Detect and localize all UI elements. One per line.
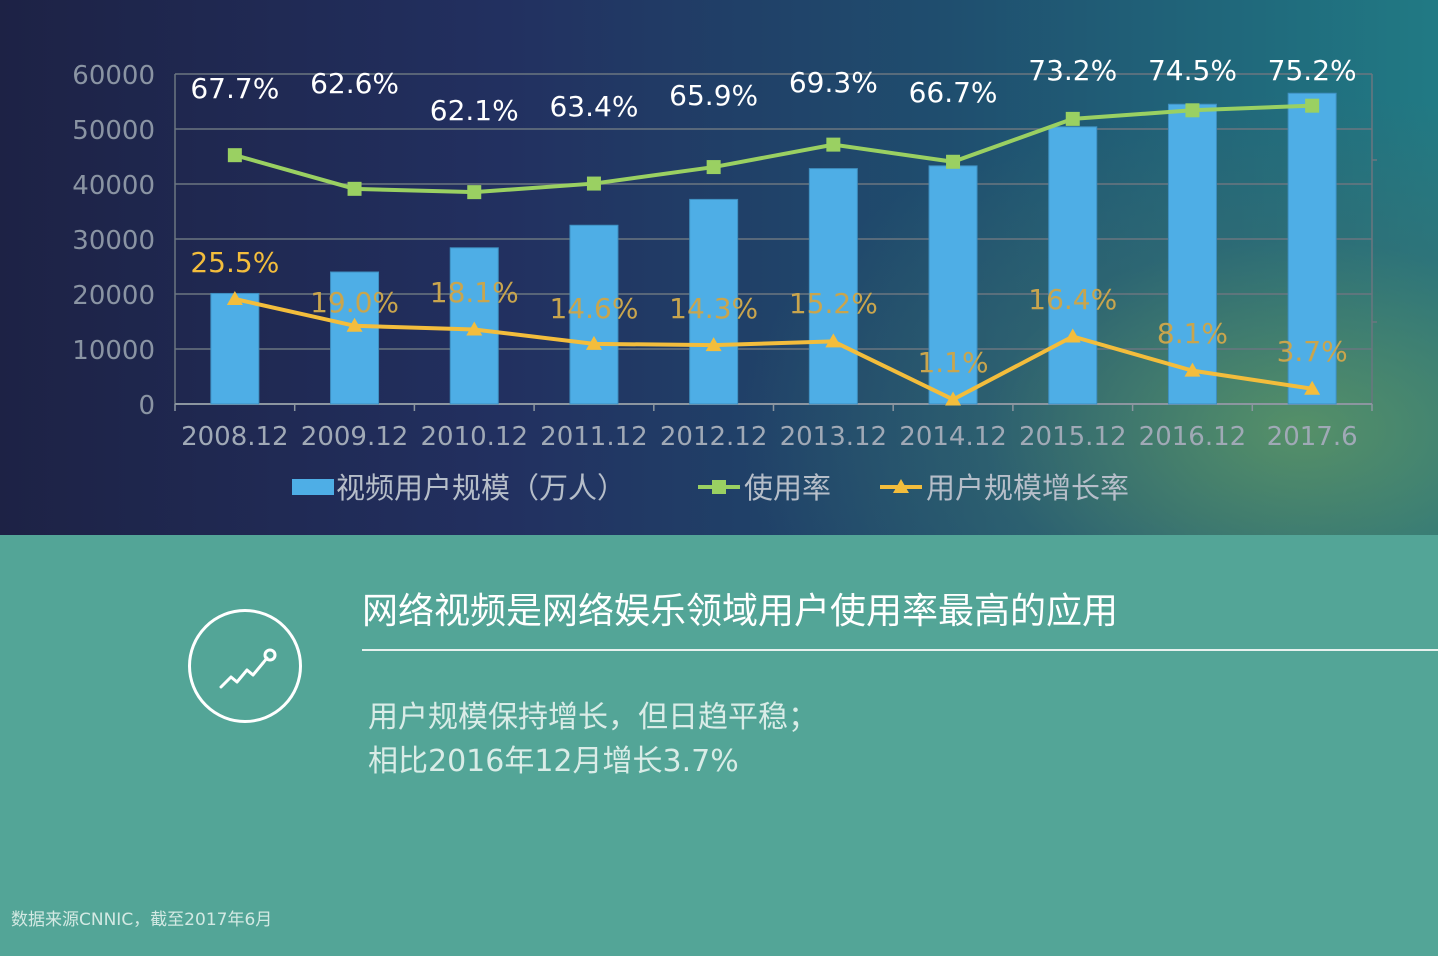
growth-rate-label: 16.4%: [1028, 283, 1117, 316]
legend-label: 用户规模增长率: [926, 471, 1129, 505]
growth-rate-label: 15.2%: [789, 287, 878, 320]
growth-rate-label: 14.3%: [669, 292, 758, 325]
growth-rate-point: [346, 317, 363, 332]
y-tick-label: 30000: [72, 226, 155, 256]
growth-rate-point: [1304, 380, 1321, 395]
growth-rate-label: 14.6%: [549, 292, 638, 325]
growth-rate-point: [825, 333, 842, 348]
trend-chart-icon: [188, 609, 302, 723]
usage-rate-point: [347, 181, 362, 196]
description-line-1: 用户规模保持增长，但日趋平稳；: [368, 700, 818, 735]
usage-rate-point: [227, 148, 242, 163]
usage-rate-label: 69.3%: [789, 66, 878, 99]
legend-label: 使用率: [744, 471, 831, 505]
info-panel: [0, 535, 1438, 956]
description: 用户规模保持增长，但日趋平稳； 相比2016年12月增长3.7%: [368, 696, 818, 784]
growth-rate-label: 1.1%: [917, 346, 988, 379]
x-tick-label: 2011.12: [540, 422, 648, 452]
x-tick-label: 2015.12: [1019, 422, 1127, 452]
growth-rate-label: 18.1%: [430, 276, 519, 309]
usage-rate-label: 63.4%: [549, 90, 638, 123]
legend-marker-triangle: [893, 479, 909, 493]
headline: 网络视频是网络娱乐领域用户使用率最高的应用: [362, 591, 1119, 632]
usage-rate-line: [234, 103, 1313, 195]
y-tick-label: 0: [138, 391, 155, 421]
usage-rate-point: [467, 185, 482, 200]
x-tick-label: 2009.12: [301, 422, 409, 452]
usage-rate-label: 62.6%: [310, 67, 399, 100]
y-tick-label: 20000: [72, 281, 155, 311]
x-tick-label: 2010.12: [420, 422, 528, 452]
y-tick-label: 40000: [72, 171, 155, 201]
usage-rate-point: [1185, 103, 1200, 118]
usage-rate-point: [1305, 98, 1320, 113]
x-tick-label: 2012.12: [660, 422, 768, 452]
usage-rate-label: 65.9%: [669, 79, 758, 112]
growth-rate-point: [1184, 362, 1201, 377]
description-line-2: 相比2016年12月增长3.7%: [368, 744, 739, 779]
x-tick-label: 2008.12: [181, 422, 289, 452]
usage-rate-point: [586, 176, 601, 191]
bar: [210, 292, 260, 405]
usage-rate-point: [706, 160, 721, 175]
chart-panel: 0 10000 20000 30000 40000 50000 60000 2008.12 20…: [0, 0, 1438, 535]
usage-rate-label: 75.2%: [1268, 54, 1357, 87]
growth-rate-point: [1064, 328, 1081, 343]
usage-rate-point: [946, 154, 961, 169]
bar: [1167, 103, 1217, 405]
x-tick-label: 2017.6: [1267, 422, 1358, 452]
bar: [928, 165, 978, 405]
y-tick-label: 50000: [72, 116, 155, 146]
bar: [1287, 92, 1337, 405]
combo-chart: 0 10000 20000 30000 40000 50000 60000 2008.12 20…: [72, 54, 1377, 505]
growth-rate-point: [945, 391, 962, 406]
bar: [689, 198, 739, 405]
x-tick-label: 2013.12: [780, 422, 888, 452]
legend-marker-square: [712, 480, 726, 494]
legend-swatch-bar: [292, 479, 334, 495]
bar: [330, 271, 380, 405]
growth-rate-label: 8.1%: [1157, 317, 1228, 350]
y-tick-label: 10000: [72, 336, 155, 366]
growth-rate-label: 25.5%: [190, 246, 279, 279]
divider: [362, 649, 1438, 651]
growth-rate-label: 19.0%: [310, 286, 399, 319]
growth-rate-label: 3.7%: [1277, 335, 1348, 368]
growth-rate-point: [585, 335, 602, 350]
usage-rate-label: 73.2%: [1028, 54, 1117, 87]
usage-rate-label: 74.5%: [1148, 54, 1237, 87]
usage-rate-point: [1065, 111, 1080, 126]
usage-rate-label: 67.7%: [190, 72, 279, 105]
y-tick-label: 60000: [72, 61, 155, 91]
bar: [1048, 126, 1098, 405]
usage-rate-label: 62.1%: [430, 94, 519, 127]
usage-rate-label: 66.7%: [909, 76, 998, 109]
x-tick-label: 2014.12: [899, 422, 1007, 452]
usage-rate-point: [826, 137, 841, 152]
x-tick-label: 2016.12: [1139, 422, 1247, 452]
growth-rate-point: [226, 291, 243, 305]
legend-label: 视频用户规模（万人）: [336, 471, 626, 505]
growth-rate-point: [705, 337, 722, 352]
source-note: 数据来源CNNIC，截至2017年6月: [11, 910, 273, 930]
bar: [808, 168, 858, 405]
bar: [569, 224, 619, 405]
growth-rate-line: [234, 297, 1313, 402]
growth-rate-point: [466, 321, 483, 336]
